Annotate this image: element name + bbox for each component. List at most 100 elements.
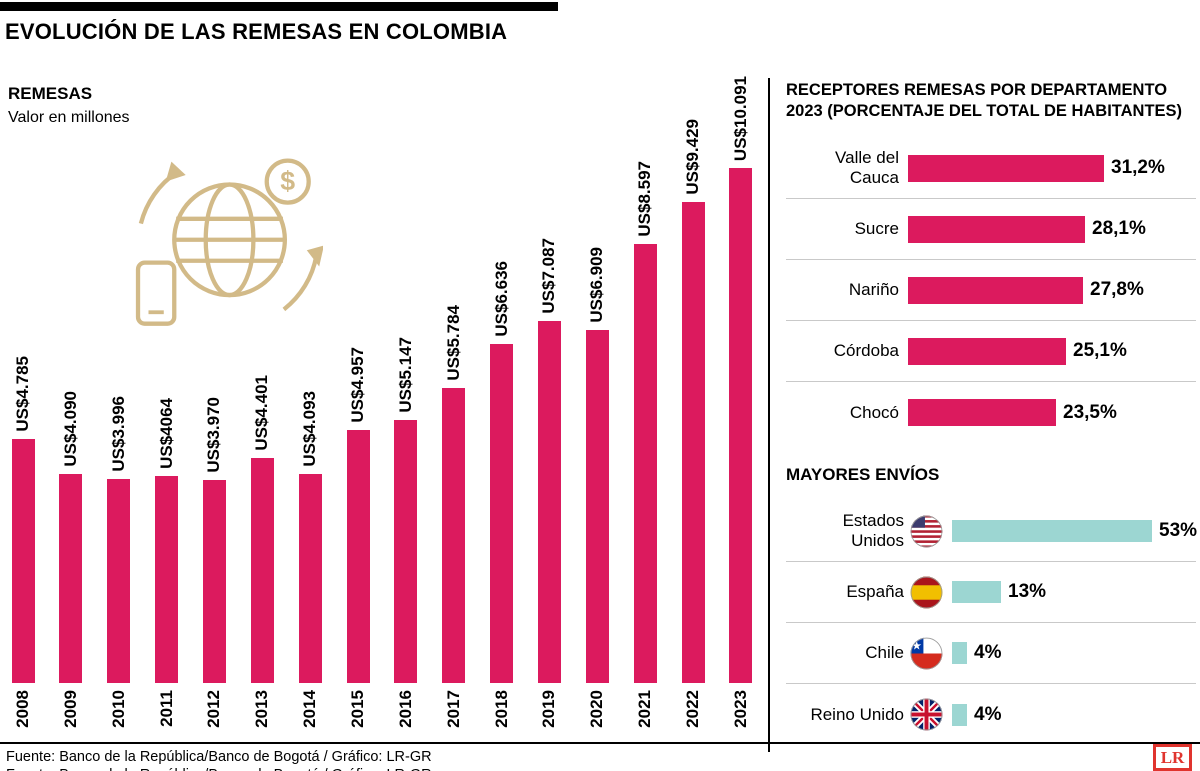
remesas-subheading: Valor en millones xyxy=(8,109,130,126)
right-panel: RECEPTORES REMESAS POR DEPARTAMENTO 2023… xyxy=(786,80,1197,745)
source-credit-cropped: Fuente: Banco de la República/Banco de B… xyxy=(6,767,432,771)
envios-section-title: MAYORES ENVÍOS xyxy=(786,465,940,484)
year-label-box: 2011 xyxy=(157,690,177,742)
country-value: 13% xyxy=(1008,581,1047,602)
country-value: 4% xyxy=(974,703,1002,725)
envios-bar-chart: Estados Unidos 53% España 13% Chile 4% Reino U… xyxy=(786,501,1197,745)
country-label: Estados Unidos xyxy=(842,511,904,550)
bar-value-label: US$3.996 xyxy=(108,396,128,472)
dept-bar xyxy=(908,276,1083,304)
year-label: 2016 xyxy=(395,690,415,728)
dept-row: Nariño 27,8% xyxy=(786,260,1196,321)
envios-row: Chile 4% xyxy=(786,623,1196,684)
bar-value-label: US$4064 xyxy=(156,398,176,469)
year-label: 2010 xyxy=(108,690,128,728)
bar-value-label: US$7.087 xyxy=(539,238,559,314)
remesas-bar-column: US$8.597 2021 xyxy=(632,161,658,742)
year-label: 2012 xyxy=(204,690,224,728)
year-label-box: 2019 xyxy=(539,690,559,742)
remesas-bar-column: US$6.636 2018 xyxy=(489,261,515,742)
globe-money-transfer-icon: $ xyxy=(118,148,324,348)
lr-logo: LR xyxy=(1153,744,1192,771)
year-label-box: 2010 xyxy=(109,690,129,742)
country-bar xyxy=(952,520,1152,542)
dept-section-title: RECEPTORES REMESAS POR DEPARTAMENTO 2023… xyxy=(786,80,1196,122)
year-label: 2011 xyxy=(156,690,176,727)
bar xyxy=(59,474,83,683)
dept-row: Córdoba 25,1% xyxy=(786,321,1196,382)
bar-value-label: US$4.090 xyxy=(60,391,80,467)
bar xyxy=(585,330,609,683)
chile-flag-icon xyxy=(910,637,943,670)
country-bar xyxy=(952,581,1001,603)
year-label-box: 2013 xyxy=(252,690,272,742)
bar xyxy=(729,168,753,683)
dept-bar-chart: Valle del Cauca 31,2% Sucre 28,1% Nariño 27,8… xyxy=(786,138,1196,443)
year-label: 2013 xyxy=(252,690,272,728)
bar-value-label: US$9.429 xyxy=(683,119,703,195)
bar xyxy=(346,430,370,683)
dept-title-line2: 2023 (PORCENTAJE DEL TOTAL DE HABITANTES… xyxy=(786,102,1183,120)
dept-title-line1: RECEPTORES REMESAS POR DEPARTAMENTO xyxy=(786,81,1168,99)
year-label-box: 2012 xyxy=(204,690,224,742)
bar-value-label: US$6.636 xyxy=(491,261,511,337)
envios-row: Estados Unidos 53% xyxy=(786,501,1197,562)
remesas-bar-column: US$4.957 2015 xyxy=(345,347,371,742)
bar xyxy=(490,344,514,683)
country-bar xyxy=(952,703,967,726)
dept-label: Valle del Cauca xyxy=(835,148,899,187)
dept-label: Chocó xyxy=(849,402,899,422)
bar xyxy=(394,420,418,683)
year-label-box: 2014 xyxy=(300,690,320,742)
dept-value: 31,2% xyxy=(1111,157,1165,178)
year-label-box: 2016 xyxy=(396,690,416,742)
dept-value: 23,5% xyxy=(1063,401,1117,423)
bar xyxy=(633,244,657,683)
remesas-bar-column: US$5.784 2017 xyxy=(441,305,467,742)
top-accent-bar xyxy=(0,2,558,11)
bar-value-label: US$8.597 xyxy=(635,161,655,237)
dept-value: 28,1% xyxy=(1092,218,1146,239)
year-label-box: 2020 xyxy=(587,690,607,742)
year-label: 2009 xyxy=(60,690,80,728)
dept-value: 25,1% xyxy=(1073,340,1127,361)
year-label-box: 2008 xyxy=(13,690,33,742)
country-label: Reino Unido xyxy=(810,704,904,724)
remesas-heading: REMESAS xyxy=(8,84,93,103)
year-label-box: 2009 xyxy=(61,690,81,742)
year-label: 2017 xyxy=(443,690,463,728)
bar xyxy=(298,474,322,683)
usa-flag-icon xyxy=(910,515,943,548)
remesas-bar-column: US$4.090 2009 xyxy=(58,391,84,742)
year-label: 2022 xyxy=(683,690,703,728)
footer-divider xyxy=(0,742,1200,744)
uk-flag-icon xyxy=(910,698,943,731)
envios-row: España 13% xyxy=(786,562,1196,623)
year-label-box: 2023 xyxy=(731,690,751,742)
year-label: 2020 xyxy=(587,690,607,728)
dept-value: 27,8% xyxy=(1090,279,1144,300)
bar-value-label: US$4.785 xyxy=(13,356,32,432)
dept-bar xyxy=(908,399,1056,426)
year-label-box: 2022 xyxy=(683,690,703,742)
remesas-bar-column: US$4.401 2013 xyxy=(249,375,275,742)
year-label: 2015 xyxy=(348,690,368,728)
bar-value-label: US$4.401 xyxy=(252,375,272,451)
year-label: 2021 xyxy=(635,690,655,728)
dept-row: Sucre 28,1% xyxy=(786,199,1196,260)
source-credit: Fuente: Banco de la República/Banco de B… xyxy=(6,749,432,765)
bar-value-label: US$6.909 xyxy=(587,247,607,323)
year-label-box: 2018 xyxy=(492,690,512,742)
dept-label: Nariño xyxy=(848,280,899,299)
bar-value-label: US$3.970 xyxy=(204,397,224,473)
vertical-divider xyxy=(768,78,770,752)
bar xyxy=(155,476,179,683)
remesas-bar-column: US$5.147 2016 xyxy=(393,337,419,742)
dept-row: Valle del Cauca 31,2% xyxy=(786,138,1196,199)
bar-value-label: US$4.093 xyxy=(300,391,320,467)
bar-value-label: US$5.784 xyxy=(443,305,463,381)
page-title: EVOLUCIÓN DE LAS REMESAS EN COLOMBIA xyxy=(5,19,508,44)
dept-bar xyxy=(908,215,1085,243)
remesas-bar-column: US$4064 2011 xyxy=(154,398,180,742)
